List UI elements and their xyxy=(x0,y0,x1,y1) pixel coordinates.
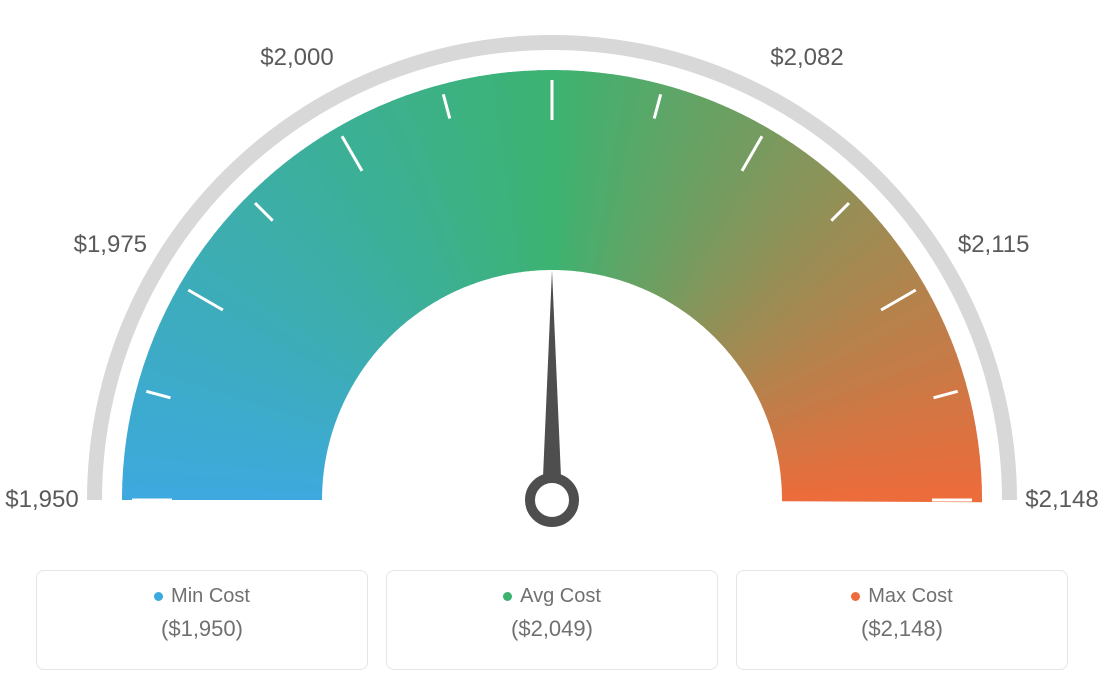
max-cost-label: Max Cost xyxy=(868,585,952,607)
tick-label: $1,950 xyxy=(5,486,78,514)
legend: Min Cost ($1,950) Avg Cost ($2,049) Max … xyxy=(0,570,1104,670)
max-cost-value: ($2,148) xyxy=(737,616,1067,642)
tick-label: $2,000 xyxy=(260,44,333,72)
needle-hub xyxy=(530,478,574,522)
avg-cost-title: Avg Cost xyxy=(387,585,717,608)
dot-icon xyxy=(851,592,860,601)
tick-label: $2,082 xyxy=(770,44,843,72)
tick-label: $2,115 xyxy=(958,231,1030,259)
cost-gauge-container: $1,950 $1,975 $2,000 $2,049 $2,082 $2,115 $2,1… xyxy=(0,0,1104,690)
gauge-chart: $1,950 $1,975 $2,000 $2,049 $2,082 $2,115 $2,1… xyxy=(0,0,1104,560)
dot-icon xyxy=(154,592,163,601)
tick-label: $1,975 xyxy=(74,231,147,259)
min-cost-title: Min Cost xyxy=(37,585,367,608)
tick-label: $2,049 xyxy=(515,0,588,4)
min-cost-label: Min Cost xyxy=(171,585,250,607)
avg-cost-value: ($2,049) xyxy=(387,616,717,642)
avg-cost-card: Avg Cost ($2,049) xyxy=(386,570,718,670)
max-cost-title: Max Cost xyxy=(737,585,1067,608)
min-cost-card: Min Cost ($1,950) xyxy=(36,570,368,670)
tick-label: $2,148 xyxy=(1025,486,1098,514)
min-cost-value: ($1,950) xyxy=(37,616,367,642)
needle xyxy=(542,270,562,500)
max-cost-card: Max Cost ($2,148) xyxy=(736,570,1068,670)
dot-icon xyxy=(503,592,512,601)
avg-cost-label: Avg Cost xyxy=(520,585,601,607)
gauge-svg xyxy=(0,0,1104,560)
